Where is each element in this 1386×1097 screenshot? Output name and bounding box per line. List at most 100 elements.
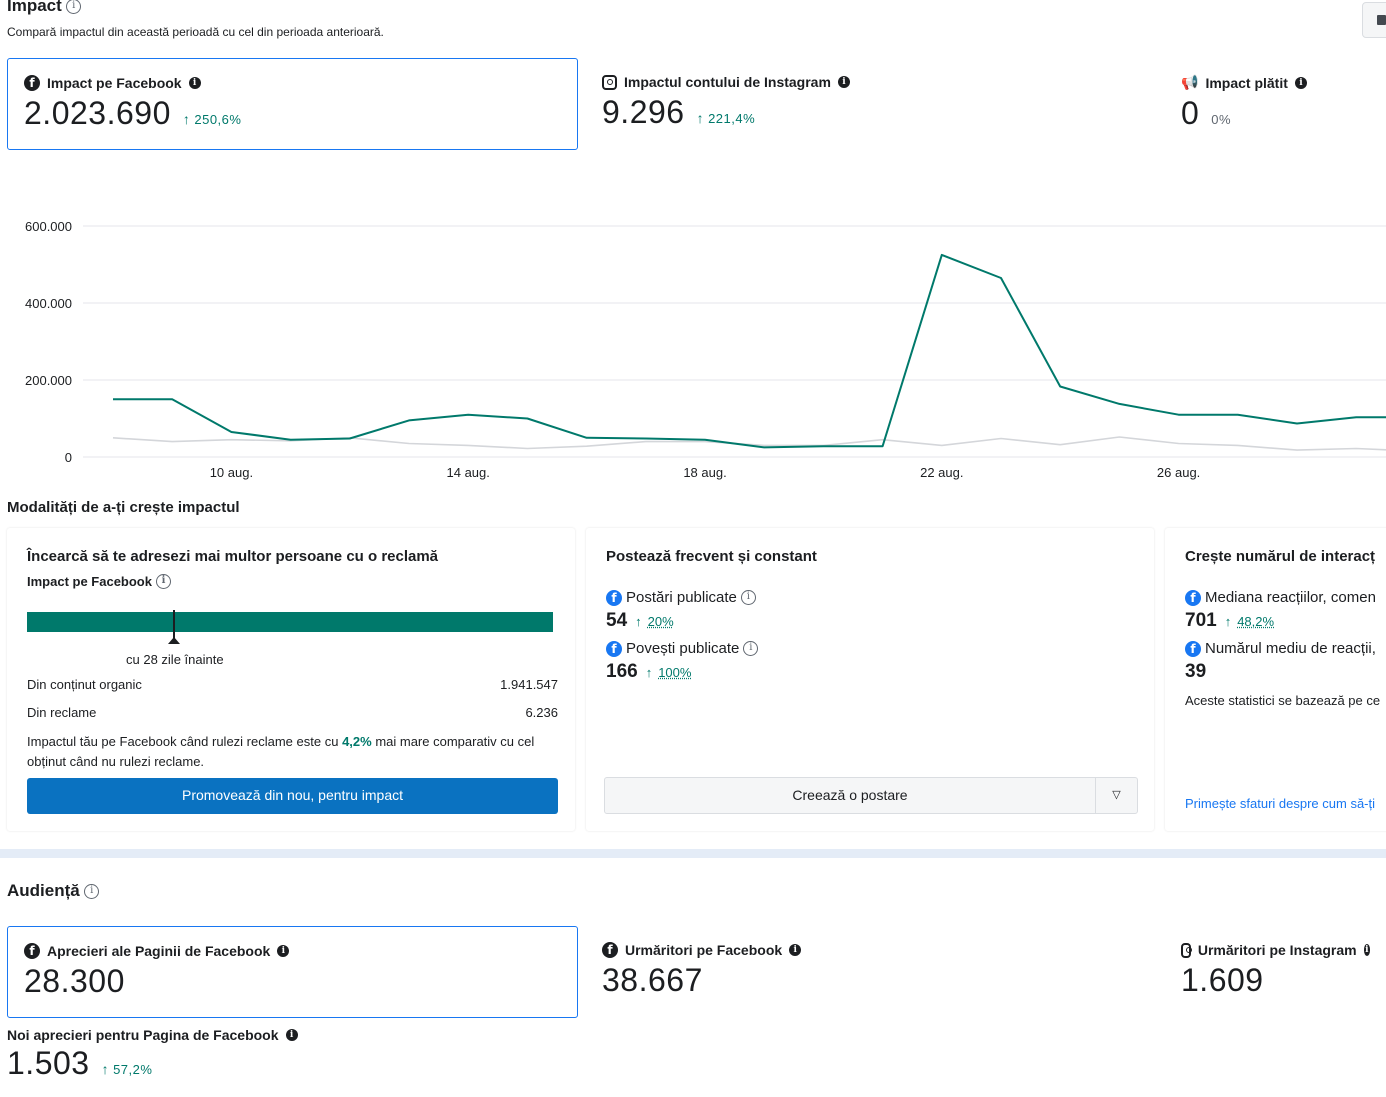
info-icon[interactable]: i: [84, 884, 99, 899]
info-icon[interactable]: i: [277, 945, 289, 957]
impact-title: Impact: [7, 0, 62, 15]
info-icon[interactable]: i: [741, 590, 756, 605]
metric-value-row: 38.667: [602, 962, 1141, 999]
metric-value: 1.609: [1181, 962, 1264, 999]
arrow-up-icon: ↑: [183, 111, 191, 127]
panel-title: Crește numărul de interacț: [1185, 548, 1385, 565]
info-icon[interactable]: i: [1295, 77, 1307, 89]
chart-y-axis: 600.000 400.000 200.000 0: [25, 219, 72, 465]
panel-title: Postează frecvent și constant: [606, 548, 1134, 565]
boost-button[interactable]: Promovează din nou, pentru impact: [27, 778, 558, 814]
metric-value: 2.023.690: [24, 95, 171, 132]
stat-label: Mediana reacțiilor, comen: [1205, 589, 1376, 606]
metric-card-instagram-followers[interactable]: Urmăritori pe Instagram i 1.609: [1165, 926, 1386, 1018]
facebook-icon: f: [24, 75, 40, 91]
row-ads: Din reclame 6.236: [27, 705, 558, 720]
facebook-icon: f: [602, 942, 618, 958]
marker-triangle-icon: [168, 637, 180, 644]
x-tick-label: 22 aug.: [920, 465, 963, 480]
panel-title: Încearcă să te adresezi mai multor perso…: [27, 548, 555, 565]
arrow-up-icon: ↑: [635, 614, 642, 629]
metric-label: Impact pe Facebook: [47, 75, 182, 91]
row-label: Din conținut organic: [27, 677, 142, 692]
info-icon[interactable]: i: [286, 1029, 298, 1041]
chart-x-axis: 10 aug. 14 aug. 18 aug. 22 aug. 26 aug.: [210, 465, 1201, 480]
info-icon[interactable]: i: [66, 0, 81, 14]
metric-value-row: 2.023.690 ↑ 250,6%: [24, 95, 561, 132]
post-panel: Postează frecvent și constant f Postări …: [586, 528, 1154, 831]
instagram-icon: [1181, 943, 1191, 958]
metric-label: Aprecieri ale Paginii de Facebook: [47, 943, 270, 959]
metric-value-row: 1.503 ↑ 57,2%: [7, 1045, 298, 1082]
facebook-icon: f: [1185, 641, 1201, 657]
info-icon[interactable]: i: [1364, 944, 1370, 956]
x-tick-label: 26 aug.: [1157, 465, 1200, 480]
create-post-button[interactable]: Creează o postare: [605, 778, 1095, 813]
metric-label: Impactul contului de Instagram: [624, 74, 831, 90]
metric-change: ↑ 250,6%: [183, 111, 242, 127]
stat-value-row: 39: [1185, 661, 1385, 683]
export-button[interactable]: [1362, 2, 1386, 38]
megaphone-icon: 📢: [1181, 74, 1198, 91]
info-icon[interactable]: i: [156, 574, 171, 589]
tips-link[interactable]: Primește sfaturi despre cum să-ți: [1185, 796, 1375, 811]
metric-label: Urmăritori pe Instagram: [1198, 942, 1357, 958]
metric-card-facebook-followers[interactable]: f Urmăritori pe Facebook i 38.667: [586, 926, 1157, 1018]
arrow-up-icon: ↑: [697, 110, 705, 126]
stat-value: 701: [1185, 610, 1217, 632]
metric-title: f Impact pe Facebook i: [24, 75, 561, 91]
metric-value: 9.296: [602, 94, 685, 131]
info-icon[interactable]: i: [838, 76, 850, 88]
metric-card-paid-impact[interactable]: 📢 Impact plătit i 0 0%: [1165, 58, 1386, 150]
stat-change: ↑ 20%: [635, 614, 674, 629]
facebook-icon: f: [1185, 590, 1201, 606]
section-divider: [0, 849, 1386, 858]
metric-card-page-likes[interactable]: f Aprecieri ale Paginii de Facebook i 28…: [7, 926, 578, 1018]
audience-title: Audiență: [7, 881, 80, 900]
interact-note: Aceste statistici se bazează pe ce: [1185, 693, 1385, 708]
ad-panel: Încearcă să te adresezi mai multor perso…: [7, 528, 575, 831]
info-icon[interactable]: i: [789, 944, 801, 956]
info-icon[interactable]: i: [743, 641, 758, 656]
metric-card-facebook-impact[interactable]: f Impact pe Facebook i 2.023.690 ↑ 250,6%: [7, 58, 578, 150]
facebook-icon: f: [606, 641, 622, 657]
y-tick-label: 200.000: [25, 373, 72, 388]
stat-change: ↑ 100%: [646, 665, 692, 680]
metric-change-value: 221,4%: [708, 111, 755, 126]
stat-value: 54: [606, 610, 627, 632]
metric-title: f Aprecieri ale Paginii de Facebook i: [24, 943, 561, 959]
info-icon[interactable]: i: [189, 77, 201, 89]
metric-title: Noi aprecieri pentru Pagina de Facebook …: [7, 1027, 298, 1043]
new-likes-block: Noi aprecieri pentru Pagina de Facebook …: [7, 1027, 298, 1082]
y-tick-label: 0: [65, 450, 72, 465]
x-tick-label: 14 aug.: [447, 465, 490, 480]
metric-value-row: 9.296 ↑ 221,4%: [602, 94, 1141, 131]
stat-value: 39: [1185, 661, 1206, 683]
metric-title: 📢 Impact plătit i: [1181, 74, 1370, 91]
stat-label-posts: f Postări publicate i: [606, 589, 1134, 606]
metric-card-instagram-impact[interactable]: Impactul contului de Instagram i 9.296 ↑…: [586, 58, 1157, 150]
row-label: Din reclame: [27, 705, 96, 720]
metric-value-row: 1.609: [1181, 962, 1370, 999]
chart-grid: [83, 226, 1386, 457]
stat-value-row: 166 ↑ 100%: [606, 661, 1134, 683]
stat-value-row: 54 ↑ 20%: [606, 610, 1134, 632]
metric-value-row: 0 0%: [1181, 95, 1370, 132]
impact-subtitle: Compară impactul din această perioadă cu…: [7, 25, 384, 39]
ad-note-text: Impactul tău pe Facebook când rulezi rec…: [27, 734, 342, 749]
interactions-panel: Crește numărul de interacț f Mediana rea…: [1165, 528, 1386, 831]
facebook-icon: f: [606, 590, 622, 606]
chart-series: [113, 255, 1386, 451]
arrow-up-icon: ↑: [102, 1061, 110, 1077]
metric-value-row: 28.300: [24, 963, 561, 1000]
ways-title: Modalități de a-ți crește impactul: [7, 499, 240, 516]
row-organic: Din conținut organic 1.941.547: [27, 677, 558, 692]
metric-title: f Urmăritori pe Facebook i: [602, 942, 1141, 958]
stat-label: Numărul mediu de reacții,: [1205, 640, 1376, 657]
instagram-icon: [602, 75, 617, 90]
chevron-down-icon[interactable]: ▽: [1095, 778, 1137, 813]
y-tick-label: 400.000: [25, 296, 72, 311]
arrow-up-icon: ↑: [1225, 614, 1232, 629]
stat-change-value: 48,2%: [1237, 614, 1274, 629]
stat-change: ↑ 48,2%: [1225, 614, 1274, 629]
